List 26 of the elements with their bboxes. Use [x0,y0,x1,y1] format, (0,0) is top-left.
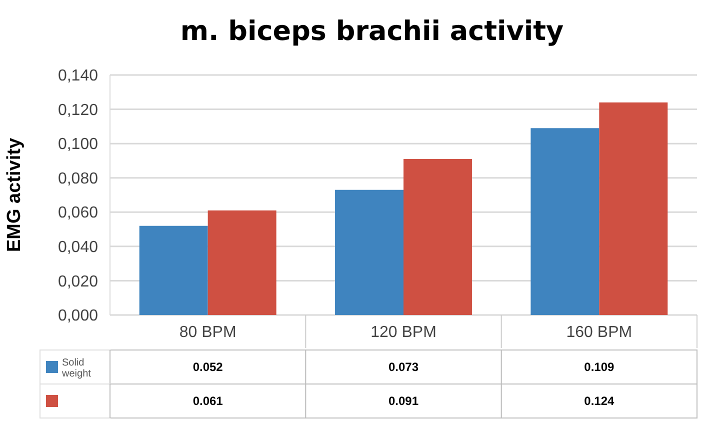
bar [139,226,208,315]
bar [335,190,404,315]
data-label: 0.091 [388,394,419,408]
legend-label: Solid weight [61,358,92,380]
y-tick-label: 0,140 [58,68,98,85]
data-label: 0.124 [584,394,615,408]
y-tick-label: 0,040 [58,239,98,256]
chart-title: m. biceps brachii activity [180,16,564,47]
y-tick-label: 0,060 [58,204,98,222]
bar [599,102,668,315]
bar [208,210,276,315]
bar [404,159,472,315]
y-tick-label: 0,020 [58,273,98,290]
y-tick-label: 0,120 [58,102,98,119]
data-label: 0.061 [192,394,224,408]
x-tick-label: 120 BPM [370,324,436,341]
y-tick-label: 0,080 [58,170,98,188]
y-axis-title: EMG activity [4,138,25,252]
bar [530,128,600,315]
y-tick-label: 0,100 [58,136,98,154]
x-tick-label: 160 BPM [566,324,632,341]
data-label: 0.073 [388,360,419,374]
data-label: 0.052 [192,360,224,374]
x-tick-label: 80 BPM [179,324,236,341]
data-label: 0.109 [584,360,615,374]
y-tick-label: 0,000 [58,308,98,325]
